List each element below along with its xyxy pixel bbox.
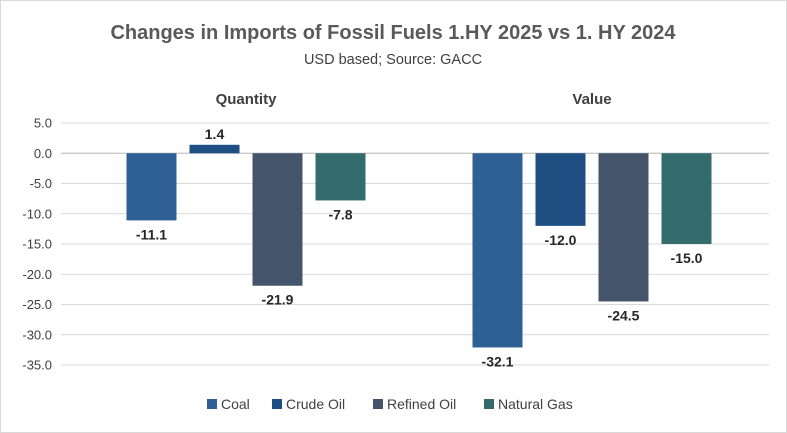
legend-swatch: [373, 399, 383, 409]
y-tick-label: 0.0: [34, 146, 52, 161]
bar-natural-gas: [315, 153, 366, 201]
bar-refined-oil: [598, 153, 649, 302]
legend-swatch: [272, 399, 282, 409]
y-tick-label: -30.0: [22, 327, 52, 342]
y-tick-label: -10.0: [22, 206, 52, 221]
group-labels: Quantity Value: [216, 91, 612, 108]
data-label: -11.1: [136, 226, 167, 242]
bar-coal: [472, 153, 523, 348]
data-label: -21.9: [262, 292, 294, 308]
legend-swatch: [207, 399, 217, 409]
bar-crude-oil: [189, 144, 240, 154]
bar-coal: [126, 153, 177, 221]
bar-crude-oil: [535, 153, 586, 226]
chart-title: Changes in Imports of Fossil Fuels 1.HY …: [110, 22, 676, 44]
data-label: -24.5: [608, 307, 640, 323]
y-axis-ticks: 5.0 0.0 -5.0 -10.0 -15.0 -20.0 -25.0 -30.0 -35.0: [22, 116, 52, 373]
legend-label: Coal: [221, 396, 250, 412]
y-tick-label: -20.0: [22, 267, 52, 282]
group-label: Quantity: [216, 91, 277, 108]
data-label: -15.0: [671, 250, 703, 266]
y-tick-label: -25.0: [22, 297, 52, 312]
data-label: -7.8: [328, 206, 352, 222]
gridlines: [61, 122, 769, 366]
data-labels: -11.1 -32.1 1.4 -12.0 -21.9 -24.5 -7.8 -15.0: [136, 126, 703, 370]
legend: Coal Crude Oil Refined Oil Natural Gas: [207, 396, 573, 412]
data-label: 1.4: [205, 126, 225, 142]
bars: [126, 144, 712, 348]
data-label: -12.0: [545, 232, 577, 248]
y-tick-label: -5.0: [30, 176, 52, 191]
legend-label: Refined Oil: [387, 396, 456, 412]
legend-label: Crude Oil: [286, 396, 345, 412]
y-tick-label: 5.0: [34, 116, 52, 131]
data-label: -32.1: [482, 353, 514, 369]
y-tick-label: -35.0: [22, 358, 52, 373]
bar-natural-gas: [661, 153, 712, 244]
legend-swatch: [484, 399, 494, 409]
y-tick-label: -15.0: [22, 237, 52, 252]
chart-subtitle: USD based; Source: GACC: [304, 52, 482, 68]
legend-label: Natural Gas: [498, 396, 573, 412]
bar-refined-oil: [252, 153, 303, 286]
group-label: Value: [572, 91, 611, 108]
